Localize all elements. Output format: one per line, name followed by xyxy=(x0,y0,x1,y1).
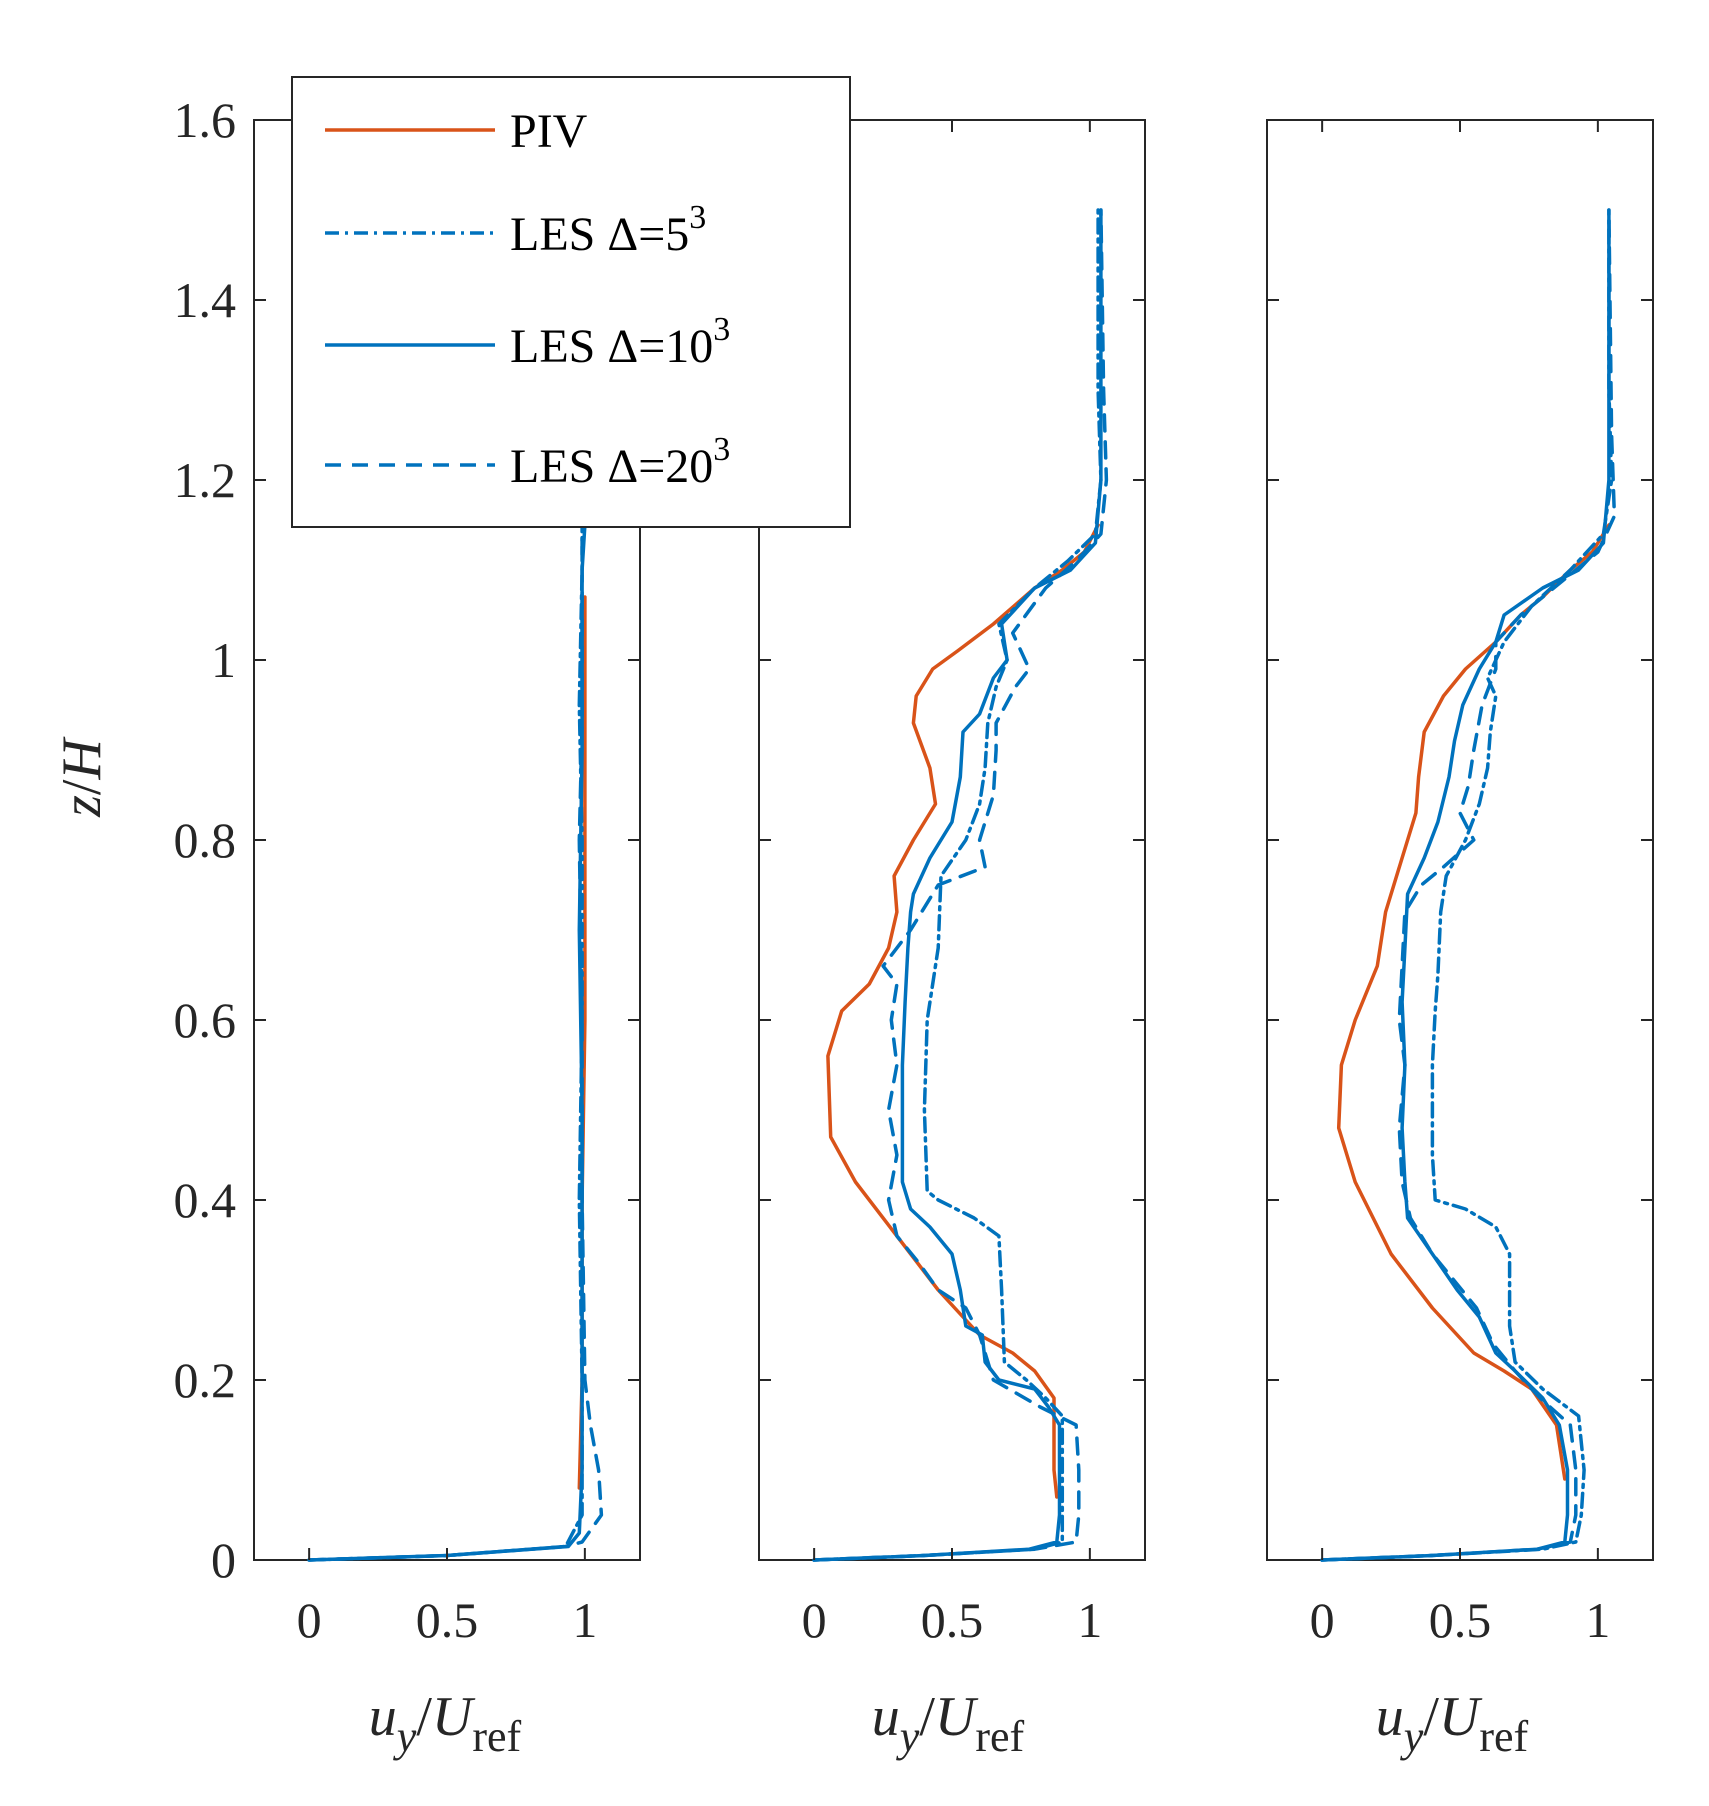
y-tick-label: 0 xyxy=(211,1532,236,1588)
x-axis-label-sep: / xyxy=(1423,1686,1439,1748)
x-tick-label: 1 xyxy=(1077,1592,1102,1648)
x-axis-label-U: U xyxy=(1439,1686,1483,1748)
x-axis-label-u-sub: y xyxy=(393,1712,417,1761)
series-line-les5-panel-3 xyxy=(1320,208,1614,1562)
y-axis-label-sep: / xyxy=(51,779,113,795)
legend: PIV LES Δ=53 LES Δ=103 LES Δ=203 xyxy=(291,76,851,528)
y-tick-label: 0.8 xyxy=(174,812,237,868)
series-line-les5-panel-2 xyxy=(812,208,1103,1562)
legend-label-piv: PIV xyxy=(510,105,588,158)
series-line-les10-panel-3 xyxy=(1320,208,1611,1562)
series-line-piv-panel-3 xyxy=(1336,523,1611,1481)
x-axis-label-u: u xyxy=(1376,1686,1404,1748)
series-line-les20-panel-2 xyxy=(812,208,1109,1562)
x-tick-label: 0.5 xyxy=(921,1592,984,1648)
x-tick-label: 0 xyxy=(1310,1592,1335,1648)
y-tick-label: 1.4 xyxy=(174,272,237,328)
x-tick-label: 1 xyxy=(572,1592,597,1648)
y-tick-label: 1 xyxy=(211,632,236,688)
x-axis-label-U-sub: ref xyxy=(472,1712,521,1761)
x-axis-label-U: U xyxy=(432,1686,476,1748)
data-curves xyxy=(307,208,1617,1562)
y-axis-label-z: z xyxy=(51,795,113,818)
legend-sup-les10: 3 xyxy=(713,311,730,348)
x-axis-label-U-sub: ref xyxy=(1479,1712,1528,1761)
x-tick-label: 0 xyxy=(802,1592,827,1648)
legend-label-les10: LES Δ=103 xyxy=(510,311,730,373)
x-axis-label-1: uy/Uref xyxy=(369,1686,522,1761)
plot-frame-3 xyxy=(1266,119,1654,1561)
x-tick-label: 0 xyxy=(297,1592,322,1648)
series-line-les5-panel-1 xyxy=(307,523,584,1562)
legend-sup-les5: 3 xyxy=(689,199,706,236)
legend-label-les5: LES Δ=53 xyxy=(510,199,706,261)
y-tick-label: 1.2 xyxy=(174,452,237,508)
x-axis-label-sep: / xyxy=(919,1686,935,1748)
series-line-les10-panel-1 xyxy=(307,523,587,1562)
x-axis-labels: uy/Uref uy/Uref uy/Uref xyxy=(369,1686,1529,1761)
x-axis-label-u: u xyxy=(872,1686,900,1748)
x-tick-label: 0.5 xyxy=(1429,1592,1492,1648)
axis-ticks: 0 0.2 0.4 0.6 0.8 1 1.2 1.4 1.6 0 0.5 1 0 0.5 1 0 0.5 1 xyxy=(174,92,1653,1648)
x-axis-label-2: uy/Uref xyxy=(872,1686,1025,1761)
legend-sup-les20: 3 xyxy=(713,431,730,468)
x-axis-label-U: U xyxy=(935,1686,979,1748)
series-line-les20-panel-3 xyxy=(1320,208,1617,1562)
x-axis-label-u: u xyxy=(369,1686,397,1748)
x-axis-label-sep: / xyxy=(416,1686,432,1748)
x-tick-label: 1 xyxy=(1585,1592,1610,1648)
series-line-les10-panel-2 xyxy=(812,208,1103,1562)
series-line-les20-panel-1 xyxy=(307,523,604,1562)
y-tick-label: 0.6 xyxy=(174,992,237,1048)
y-tick-label: 0.4 xyxy=(174,1172,237,1228)
legend-box xyxy=(291,76,851,528)
y-axis-label-h: H xyxy=(51,737,113,781)
legend-label-les20: LES Δ=203 xyxy=(510,431,730,493)
x-tick-label: 0.5 xyxy=(416,1592,479,1648)
x-axis-label-u-sub: y xyxy=(1400,1712,1424,1761)
y-tick-label: 0.2 xyxy=(174,1352,237,1408)
x-axis-label-u-sub: y xyxy=(896,1712,920,1761)
y-tick-label: 1.6 xyxy=(174,92,237,148)
x-axis-label-U-sub: ref xyxy=(975,1712,1024,1761)
series-line-piv-panel-2 xyxy=(826,523,1100,1499)
y-axis-label: z/H xyxy=(51,737,113,818)
x-axis-label-3: uy/Uref xyxy=(1376,1686,1529,1761)
